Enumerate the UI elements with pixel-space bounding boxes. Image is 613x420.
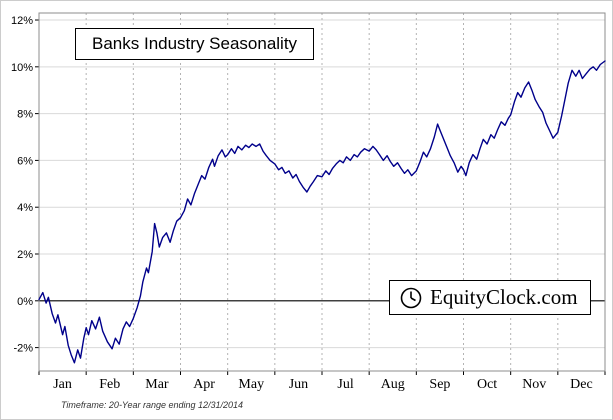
series-line [38, 60, 606, 364]
x-axis-label: Feb [99, 377, 120, 392]
watermark: EquityClock.com [389, 280, 591, 315]
y-axis-label: 0% [17, 296, 33, 308]
x-axis-label: May [238, 377, 264, 392]
x-axis-label: Dec [570, 377, 593, 392]
x-axis-label: Aug [381, 377, 405, 392]
y-axis-label: 10% [11, 62, 33, 74]
x-axis-label: Nov [522, 377, 546, 392]
x-axis-label: Jun [289, 377, 308, 392]
y-axis-label: 4% [17, 202, 33, 214]
y-axis-label: -2% [13, 343, 33, 355]
x-axis-label: Mar [145, 377, 169, 392]
y-axis-label: 2% [17, 249, 33, 261]
watermark-text: EquityClock.com [430, 285, 578, 309]
x-axis-label: Jul [337, 377, 353, 392]
y-axis-label: 6% [17, 155, 33, 167]
chart-title: Banks Industry Seasonality [75, 28, 315, 60]
y-axis-label: 12% [11, 15, 33, 27]
clock-icon [400, 287, 422, 309]
y-axis-label: 8% [17, 109, 33, 121]
plot-border [38, 12, 606, 372]
x-axis-label: Jan [53, 377, 72, 392]
timeframe-note: Timeframe: 20-Year range ending 12/31/20… [61, 400, 244, 410]
x-axis-label: Sep [429, 377, 450, 392]
x-axis-label: Oct [477, 377, 497, 392]
x-axis-label: Apr [193, 377, 215, 392]
